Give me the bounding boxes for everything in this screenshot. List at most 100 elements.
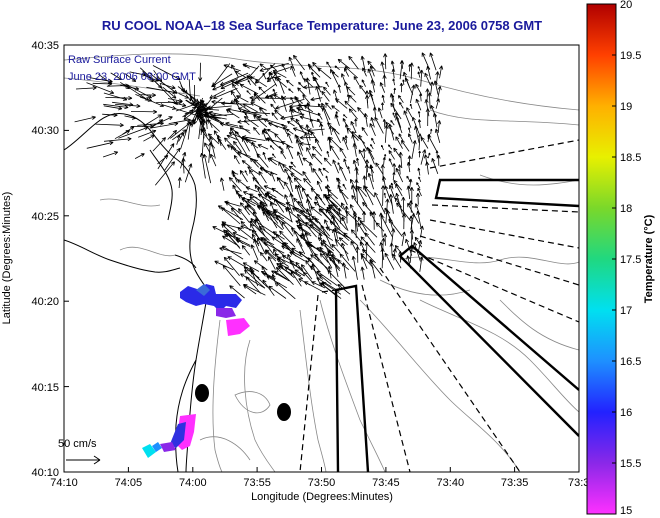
current-vector bbox=[409, 62, 414, 80]
current-vector bbox=[439, 65, 444, 79]
current-vector bbox=[124, 73, 137, 82]
current-vector bbox=[239, 170, 248, 183]
current-vector bbox=[337, 84, 341, 93]
current-vector bbox=[262, 151, 267, 160]
current-vector bbox=[220, 72, 249, 86]
colorbar-gradient bbox=[586, 3, 617, 515]
current-vector bbox=[162, 86, 177, 99]
current-vector bbox=[259, 62, 290, 72]
current-vector bbox=[257, 206, 285, 220]
current-vector bbox=[199, 99, 204, 125]
colorbar-tick: 20 bbox=[620, 0, 632, 11]
y-tick-label: 40:10 bbox=[31, 467, 59, 479]
current-vector bbox=[324, 219, 331, 232]
current-vector bbox=[402, 79, 405, 85]
current-vector bbox=[408, 133, 413, 143]
current-vector bbox=[369, 259, 383, 277]
current-vector bbox=[367, 60, 376, 71]
legend-line-1: Raw Surface Current bbox=[68, 54, 171, 66]
current-vector bbox=[343, 158, 348, 168]
current-vector bbox=[341, 262, 347, 279]
current-vector bbox=[351, 131, 366, 144]
current-vector bbox=[176, 134, 181, 145]
current-vector bbox=[252, 211, 266, 232]
current-vector bbox=[153, 70, 163, 83]
current-vector bbox=[257, 144, 269, 150]
current-vector bbox=[375, 222, 385, 232]
current-vector bbox=[222, 265, 241, 287]
current-vector bbox=[359, 220, 378, 238]
current-vector bbox=[181, 157, 186, 174]
current-vector bbox=[283, 126, 288, 134]
current-vector bbox=[247, 79, 251, 86]
current-vector bbox=[239, 84, 257, 94]
current-vector bbox=[317, 103, 324, 111]
current-vector bbox=[268, 71, 278, 87]
current-vector bbox=[395, 116, 403, 134]
current-vector bbox=[308, 218, 328, 237]
current-vector bbox=[302, 94, 311, 104]
current-vector bbox=[418, 150, 421, 158]
current-vector bbox=[335, 111, 339, 118]
current-vector bbox=[221, 223, 244, 245]
current-vector bbox=[352, 143, 357, 157]
x-tick-label: 73:35 bbox=[501, 477, 529, 489]
current-vector bbox=[280, 95, 287, 112]
current-vector bbox=[332, 127, 341, 143]
current-vector bbox=[364, 164, 369, 181]
current-vector bbox=[364, 232, 375, 246]
current-vector bbox=[351, 134, 357, 150]
current-vector bbox=[212, 226, 234, 238]
current-vector bbox=[334, 98, 348, 109]
current-vector bbox=[358, 134, 368, 150]
current-vector bbox=[317, 112, 323, 120]
current-vector bbox=[347, 166, 351, 174]
current-vector bbox=[294, 134, 304, 151]
current-vector bbox=[269, 145, 275, 150]
current-vector bbox=[430, 105, 437, 118]
current-vector bbox=[217, 138, 227, 150]
current-vector bbox=[303, 271, 314, 284]
shipping-lanes bbox=[334, 178, 579, 472]
current-vector bbox=[244, 269, 266, 289]
current-vector bbox=[270, 95, 276, 104]
current-vector bbox=[228, 177, 242, 192]
current-vector bbox=[280, 141, 294, 149]
current-vector bbox=[294, 184, 304, 208]
current-vector bbox=[292, 127, 312, 135]
current-vector bbox=[406, 185, 411, 200]
current-vector bbox=[251, 233, 260, 247]
y-tick-label: 40:20 bbox=[31, 296, 59, 308]
current-vector bbox=[344, 66, 359, 79]
current-vector bbox=[321, 102, 331, 120]
current-vector bbox=[392, 253, 402, 269]
current-vector bbox=[380, 185, 386, 206]
x-tick-label: 73:3 bbox=[568, 477, 589, 489]
current-vector bbox=[331, 243, 341, 254]
current-vector bbox=[232, 174, 239, 181]
current-vector bbox=[435, 71, 440, 85]
current-vector bbox=[305, 124, 311, 141]
current-vector bbox=[363, 185, 374, 206]
current-vector bbox=[360, 266, 365, 280]
current-vector bbox=[416, 210, 422, 229]
current-vector bbox=[401, 213, 407, 230]
current-vector bbox=[258, 86, 266, 94]
current-vector bbox=[365, 94, 370, 109]
current-vector bbox=[393, 87, 396, 95]
current-vector bbox=[211, 99, 238, 105]
current-vector bbox=[429, 81, 434, 94]
current-vector bbox=[256, 153, 269, 168]
current-vector bbox=[326, 196, 341, 212]
current-vector bbox=[350, 229, 365, 246]
current-vector bbox=[281, 123, 288, 129]
current-vector bbox=[379, 82, 386, 93]
current-vector bbox=[431, 158, 439, 175]
current-vector bbox=[95, 123, 124, 128]
current-vector bbox=[311, 263, 321, 286]
current-vector bbox=[384, 125, 389, 143]
current-vector bbox=[103, 105, 123, 111]
current-vector bbox=[360, 253, 374, 269]
current-vector bbox=[424, 99, 430, 117]
